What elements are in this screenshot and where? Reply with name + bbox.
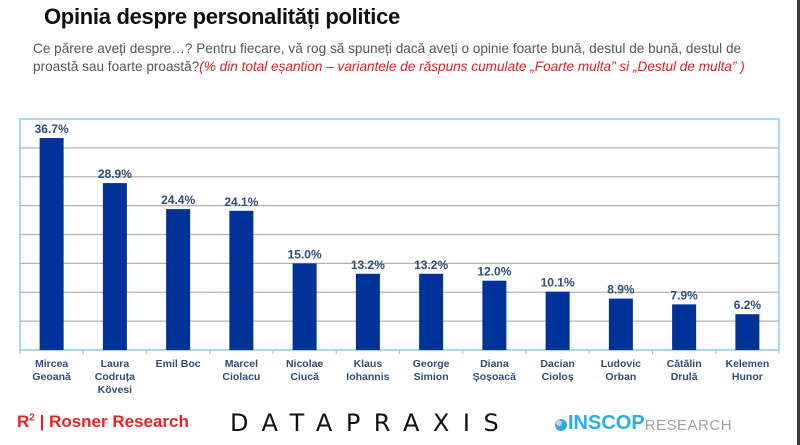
bar	[482, 280, 507, 350]
bar-value-label: 36.7%	[35, 122, 69, 136]
bar-value-label: 24.1%	[224, 195, 258, 209]
bar	[292, 263, 317, 350]
inscop-dot-icon	[555, 418, 567, 431]
x-tick-label: Ludovic	[601, 358, 641, 370]
bar	[102, 183, 127, 350]
x-tick-label: Ciucă	[290, 371, 319, 383]
x-tick-label: George	[413, 358, 450, 370]
x-tick-label: Marcel	[225, 358, 258, 370]
bar	[419, 273, 444, 350]
bar	[229, 210, 254, 350]
x-tick-label: Emil Boc	[156, 358, 201, 370]
page-edge-divider	[797, 0, 800, 445]
x-tick-label: Mircea	[35, 358, 68, 370]
bar	[608, 298, 633, 350]
rosner-r: R	[17, 412, 30, 431]
bar-value-label: 13.2%	[351, 258, 385, 272]
x-tick-label: Orban	[605, 371, 636, 383]
x-tick-label: Cătălin	[667, 358, 702, 370]
inscop-bold-text: INSCOP	[568, 412, 645, 434]
x-tick-label: Geoană	[32, 371, 71, 383]
bar-value-label: 8.9%	[607, 283, 635, 297]
bar	[166, 209, 191, 350]
x-tick-label: Kövesi	[98, 384, 133, 396]
x-tick-label: Nicolae	[286, 358, 324, 370]
x-tick-label: Laura	[101, 358, 130, 370]
x-tick-label: Șoșoacă	[473, 371, 516, 383]
bar-value-label: 10.1%	[541, 276, 575, 290]
bar-value-label: 7.9%	[670, 288, 698, 302]
rosner-sup: 2	[29, 412, 35, 424]
inscop-research-logo: INSCOP RESEARCH	[555, 412, 732, 435]
bar	[39, 138, 64, 350]
bar	[672, 304, 697, 350]
bar-value-label: 28.9%	[98, 167, 132, 181]
rosner-text: | Rosner Research	[34, 412, 189, 431]
x-tick-label: Iohannis	[346, 371, 389, 383]
bar	[545, 291, 570, 350]
x-tick-label: Cioloș	[542, 371, 574, 383]
page-title: Opinia despre personalități politice	[44, 4, 400, 29]
bar	[355, 273, 380, 350]
inscop-light-text: RESEARCH	[644, 416, 733, 434]
question-text: Ce părere aveți despre…? Pentru fiecare,…	[33, 41, 742, 74]
x-tick-label: Ciolacu	[222, 371, 260, 383]
x-tick-label: Drulă	[671, 371, 698, 383]
survey-question: Ce părere aveți despre…? Pentru fiecare,…	[33, 40, 768, 76]
x-tick-label: Klaus	[354, 358, 383, 370]
bar-value-label: 6.2%	[734, 298, 762, 312]
x-tick-label: Hunor	[732, 371, 763, 383]
x-tick-label: Kelemen	[725, 358, 769, 370]
x-tick-label: Simion	[414, 371, 449, 383]
x-tick-label: Diana	[480, 358, 509, 370]
datapraxis-logo: DATAPRAXIS	[230, 409, 513, 437]
rosner-research-logo: R2 | Rosner Research	[17, 412, 189, 432]
bar-value-label: 13.2%	[414, 258, 448, 272]
question-note: (% din total eșantion – variantele de ră…	[199, 59, 745, 74]
bar-value-label: 15.0%	[288, 247, 322, 261]
x-tick-label: Dacian	[540, 358, 574, 370]
bar-value-label: 24.4%	[161, 193, 195, 207]
x-tick-label: Codruța	[95, 371, 135, 383]
bar	[735, 314, 760, 350]
bar-value-label: 12.0%	[477, 265, 511, 279]
